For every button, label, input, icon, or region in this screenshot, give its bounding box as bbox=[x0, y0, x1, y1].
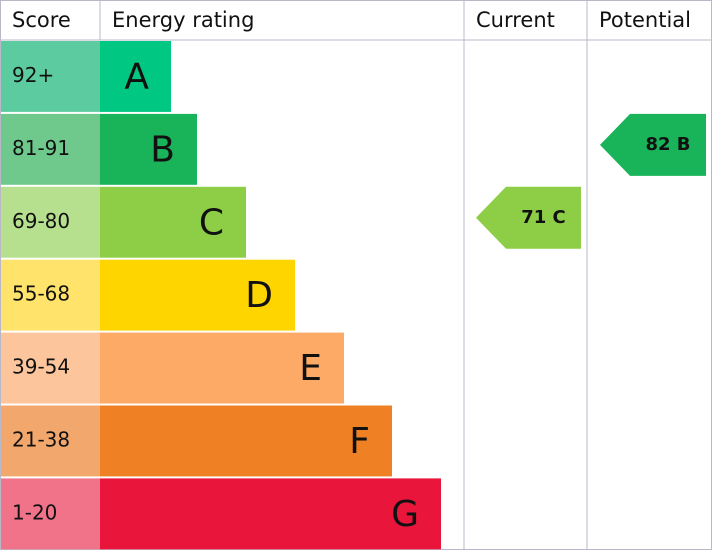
rating-bar bbox=[100, 478, 441, 550]
rating-bar bbox=[100, 405, 392, 477]
score-cell bbox=[1, 332, 100, 404]
score-cell bbox=[1, 113, 100, 185]
rating-letter: F bbox=[349, 421, 370, 462]
potential-arrow bbox=[600, 113, 706, 176]
rating-letter: G bbox=[391, 494, 419, 535]
potential-label: 82 B bbox=[645, 134, 690, 155]
score-label: 21-38 bbox=[12, 427, 70, 451]
current-label: 71 C bbox=[521, 207, 566, 228]
rating-bar bbox=[100, 113, 197, 185]
rating-letter: E bbox=[299, 348, 322, 389]
score-label: 55-68 bbox=[12, 282, 70, 306]
score-cell bbox=[1, 478, 100, 550]
rating-letter: A bbox=[124, 56, 149, 97]
rating-bar bbox=[100, 186, 246, 258]
rating-bar bbox=[100, 332, 344, 404]
score-cell bbox=[1, 41, 100, 112]
score-label: 1-20 bbox=[12, 500, 57, 524]
header-score: Score bbox=[12, 8, 71, 32]
header-current: Current bbox=[476, 8, 555, 32]
score-label: 81-91 bbox=[12, 136, 70, 160]
header-energy-rating: Energy rating bbox=[112, 8, 254, 32]
score-cell bbox=[1, 259, 100, 331]
rating-bar bbox=[100, 259, 295, 331]
current-arrow bbox=[476, 186, 581, 249]
score-label: 92+ bbox=[12, 63, 54, 87]
score-label: 69-80 bbox=[12, 209, 70, 233]
header-potential: Potential bbox=[599, 8, 691, 32]
rating-letter: D bbox=[245, 275, 273, 316]
rating-letter: B bbox=[150, 129, 175, 170]
score-cell bbox=[1, 186, 100, 258]
score-label: 39-54 bbox=[12, 355, 70, 379]
score-cell bbox=[1, 405, 100, 477]
rating-letter: C bbox=[199, 202, 224, 243]
rating-bar bbox=[100, 41, 171, 112]
